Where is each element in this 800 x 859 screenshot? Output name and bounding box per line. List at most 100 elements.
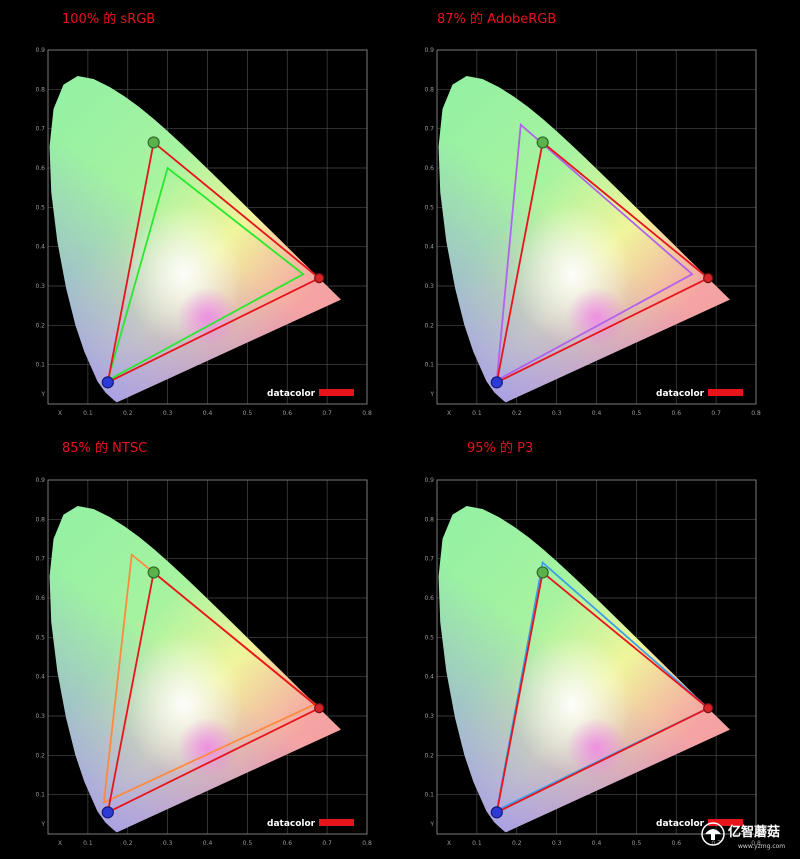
mushroom-logo-icon bbox=[701, 822, 725, 846]
y-tick-label: 0.7 bbox=[424, 556, 434, 563]
x-tick-label: 0.2 bbox=[123, 840, 133, 847]
panel-title: 100% 的 sRGB bbox=[62, 11, 155, 27]
green-primary-marker bbox=[536, 566, 549, 579]
red-primary-marker bbox=[314, 703, 325, 714]
brand-logo: datacolor bbox=[267, 819, 316, 829]
y-tick-label: 0.9 bbox=[424, 477, 434, 484]
y-tick-label: 0.6 bbox=[424, 165, 434, 172]
x-axis-label: X bbox=[447, 840, 451, 847]
measured-gamut-triangle bbox=[106, 140, 321, 384]
reference-gamut-triangle bbox=[106, 166, 305, 383]
y-tick-label: 0.5 bbox=[35, 204, 45, 211]
green-primary-marker bbox=[147, 566, 160, 579]
x-tick-label: 0.2 bbox=[123, 410, 133, 417]
x-tick-label: 0.8 bbox=[362, 410, 372, 417]
y-tick-label: 0.1 bbox=[35, 792, 45, 799]
reference-gamut-triangle bbox=[495, 122, 694, 382]
x-tick-label: 0.4 bbox=[592, 840, 602, 847]
x-tick-label: 0.2 bbox=[512, 840, 522, 847]
y-tick-label: 0.7 bbox=[424, 126, 434, 133]
x-tick-label: 0.7 bbox=[322, 840, 332, 847]
brand-logo: datacolor bbox=[656, 389, 705, 399]
x-tick-label: 0.5 bbox=[632, 410, 642, 417]
y-tick-label: 0.6 bbox=[35, 165, 45, 172]
y-tick-label: 0.4 bbox=[424, 244, 434, 251]
x-tick-label: 0.3 bbox=[163, 410, 173, 417]
y-axis-label: Y bbox=[40, 821, 45, 828]
x-tick-label: 0.5 bbox=[243, 840, 253, 847]
watermark-name: 亿智蘑菇 bbox=[728, 824, 780, 840]
y-tick-label: 0.8 bbox=[35, 516, 45, 523]
brand-bar bbox=[708, 819, 743, 826]
y-tick-label: 0.3 bbox=[35, 713, 45, 720]
panel-title: 95% 的 P3 bbox=[467, 440, 533, 456]
x-tick-label: 0.1 bbox=[472, 410, 482, 417]
x-tick-label: 0.1 bbox=[83, 840, 93, 847]
x-tick-label: 0.5 bbox=[632, 840, 642, 847]
y-tick-label: 0.1 bbox=[424, 792, 434, 799]
blue-primary-marker bbox=[101, 806, 114, 819]
red-primary-marker bbox=[314, 273, 325, 284]
x-tick-label: 0.1 bbox=[472, 840, 482, 847]
x-tick-label: 0.8 bbox=[751, 410, 761, 417]
y-tick-label: 0.9 bbox=[424, 47, 434, 54]
y-axis-label: Y bbox=[429, 821, 434, 828]
y-tick-label: 0.8 bbox=[424, 516, 434, 523]
red-primary-marker bbox=[703, 273, 714, 284]
y-tick-label: 0.4 bbox=[424, 674, 434, 681]
panel-title: 85% 的 NTSC bbox=[62, 440, 147, 456]
green-primary-marker bbox=[536, 136, 549, 149]
y-tick-label: 0.3 bbox=[424, 713, 434, 720]
x-tick-label: 0.4 bbox=[592, 410, 602, 417]
panel-title: 87% 的 AdobeRGB bbox=[437, 11, 556, 27]
y-tick-label: 0.9 bbox=[35, 47, 45, 54]
x-tick-label: 0.5 bbox=[243, 410, 253, 417]
x-tick-label: 0.3 bbox=[552, 410, 562, 417]
y-tick-label: 0.8 bbox=[424, 86, 434, 93]
x-tick-label: 0.1 bbox=[83, 410, 93, 417]
y-tick-label: 0.6 bbox=[35, 595, 45, 602]
gamut-panel-2: 87% 的 AdobeRGB 0.1 0.2 0.3 0.4 0.5 0.6 0.7 0.8 0.… bbox=[424, 11, 760, 417]
x-tick-label: 0.3 bbox=[163, 840, 173, 847]
blue-primary-marker bbox=[101, 376, 114, 389]
x-tick-label: 0.6 bbox=[282, 410, 292, 417]
y-tick-label: 0.4 bbox=[35, 674, 45, 681]
y-tick-label: 0.8 bbox=[35, 86, 45, 93]
x-tick-label: 0.7 bbox=[711, 410, 721, 417]
x-axis-label: X bbox=[58, 840, 62, 847]
red-primary-marker bbox=[703, 703, 714, 714]
y-tick-label: 0.2 bbox=[424, 322, 434, 329]
green-primary-marker bbox=[147, 136, 160, 149]
x-tick-label: 0.6 bbox=[671, 410, 681, 417]
y-tick-label: 0.1 bbox=[424, 362, 434, 369]
y-tick-label: 0.2 bbox=[35, 322, 45, 329]
watermark: 亿智蘑菇 www.yzmg.com bbox=[701, 822, 785, 850]
x-tick-label: 0.4 bbox=[203, 840, 213, 847]
x-tick-label: 0.6 bbox=[671, 840, 681, 847]
x-tick-label: 0.7 bbox=[711, 840, 721, 847]
y-tick-label: 0.6 bbox=[424, 595, 434, 602]
blue-primary-marker bbox=[490, 376, 503, 389]
x-tick-label: 0.4 bbox=[203, 410, 213, 417]
brand-bar bbox=[319, 819, 354, 826]
y-tick-label: 0.5 bbox=[424, 204, 434, 211]
x-tick-label: 0.7 bbox=[322, 410, 332, 417]
x-tick-label: 0.8 bbox=[362, 840, 372, 847]
mushroom-stem-icon bbox=[711, 834, 715, 840]
brand-bar bbox=[708, 389, 743, 396]
y-tick-label: 0.9 bbox=[35, 477, 45, 484]
brand-bar bbox=[319, 389, 354, 396]
gamut-panel-3: 85% 的 NTSC 0.1 0.2 0.3 0.4 0.5 0.6 0.7 0.8 0.1 0.2… bbox=[35, 440, 371, 847]
y-tick-label: 0.7 bbox=[35, 556, 45, 563]
y-tick-label: 0.7 bbox=[35, 126, 45, 133]
brand-logo: datacolor bbox=[656, 819, 705, 829]
gamut-panel-1: 100% 的 sRGB 0.1 0.2 0.3 0.4 0.5 0.6 0.7 0.8 0.1 0.… bbox=[35, 11, 371, 417]
measured-gamut-triangle bbox=[106, 570, 321, 814]
plot-border bbox=[436, 479, 757, 835]
y-tick-label: 0.4 bbox=[35, 244, 45, 251]
mushroom-cap-icon bbox=[705, 829, 721, 834]
watermark-url: www.yzmg.com bbox=[738, 843, 785, 850]
y-axis-label: Y bbox=[40, 391, 45, 398]
plot-border bbox=[47, 49, 368, 405]
